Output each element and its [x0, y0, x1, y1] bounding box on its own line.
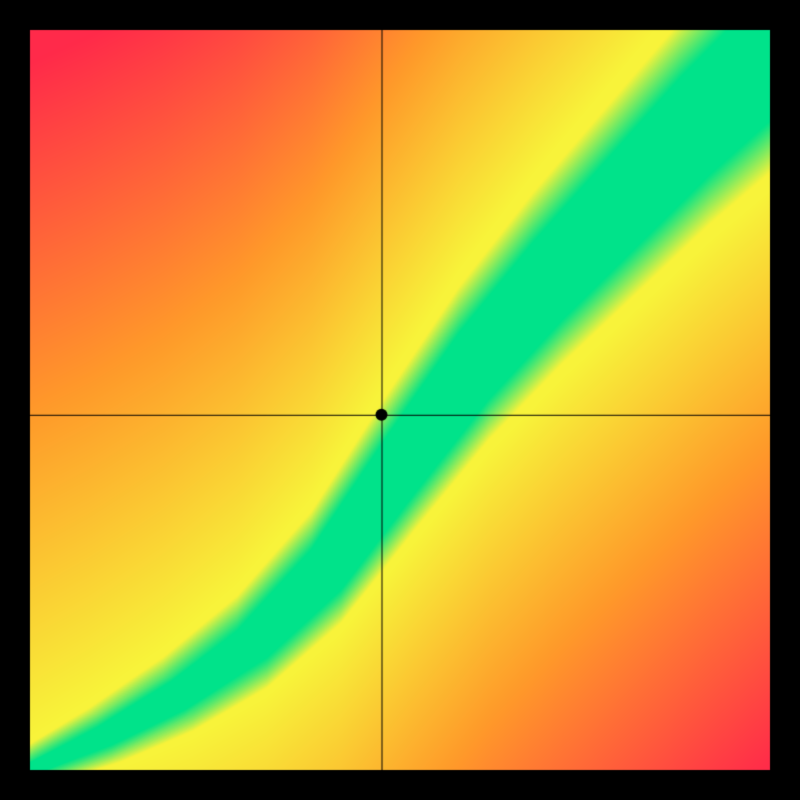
chart-container: TheBottleneck.com — [0, 0, 800, 800]
watermark-text: TheBottleneck.com — [574, 4, 788, 35]
heatmap-canvas — [0, 0, 800, 800]
